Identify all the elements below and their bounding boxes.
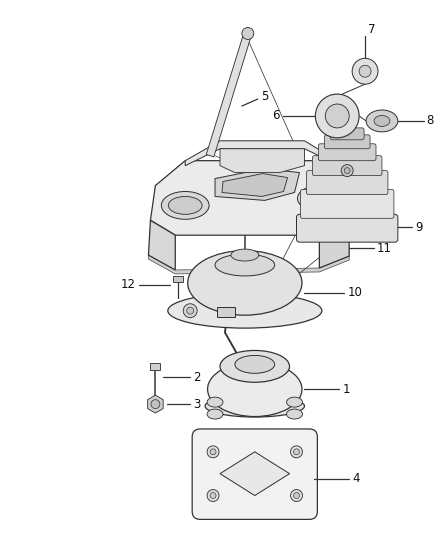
- Circle shape: [207, 490, 219, 502]
- Text: 10: 10: [347, 286, 362, 300]
- Ellipse shape: [207, 397, 223, 407]
- Ellipse shape: [286, 409, 303, 419]
- Text: 9: 9: [415, 221, 422, 234]
- Polygon shape: [215, 168, 300, 200]
- Ellipse shape: [168, 197, 202, 214]
- Ellipse shape: [235, 356, 275, 373]
- Circle shape: [344, 168, 350, 174]
- FancyBboxPatch shape: [307, 171, 388, 195]
- Ellipse shape: [220, 351, 290, 382]
- Ellipse shape: [231, 249, 259, 261]
- Text: i: i: [247, 257, 249, 267]
- Ellipse shape: [286, 397, 303, 407]
- Circle shape: [293, 449, 300, 455]
- Circle shape: [207, 446, 219, 458]
- Ellipse shape: [297, 186, 337, 211]
- FancyBboxPatch shape: [192, 429, 318, 519]
- Polygon shape: [148, 395, 163, 413]
- Text: 2: 2: [193, 371, 201, 384]
- FancyBboxPatch shape: [324, 135, 370, 149]
- Circle shape: [290, 490, 303, 502]
- Circle shape: [290, 446, 303, 458]
- Ellipse shape: [374, 116, 390, 126]
- Ellipse shape: [215, 254, 275, 276]
- Ellipse shape: [205, 395, 304, 417]
- Text: 3: 3: [193, 398, 201, 410]
- Text: 4: 4: [352, 472, 360, 485]
- Circle shape: [293, 492, 300, 498]
- Circle shape: [315, 94, 359, 138]
- Circle shape: [187, 307, 194, 314]
- Bar: [217, 307, 235, 317]
- Polygon shape: [319, 220, 349, 268]
- Polygon shape: [148, 220, 175, 270]
- FancyBboxPatch shape: [312, 156, 382, 175]
- FancyBboxPatch shape: [297, 214, 398, 242]
- FancyBboxPatch shape: [300, 190, 394, 219]
- Text: 1: 1: [342, 383, 350, 395]
- Text: 6: 6: [272, 109, 279, 123]
- Text: 8: 8: [427, 115, 434, 127]
- Circle shape: [325, 104, 349, 128]
- Circle shape: [352, 58, 378, 84]
- FancyBboxPatch shape: [330, 128, 364, 140]
- Polygon shape: [206, 33, 251, 157]
- Ellipse shape: [304, 190, 331, 207]
- Circle shape: [183, 304, 197, 318]
- Circle shape: [210, 449, 216, 455]
- Text: 7: 7: [368, 23, 375, 36]
- Circle shape: [359, 65, 371, 77]
- Circle shape: [210, 492, 216, 498]
- Polygon shape: [150, 160, 354, 235]
- Bar: [173, 276, 183, 282]
- Polygon shape: [148, 255, 349, 274]
- Polygon shape: [220, 452, 290, 496]
- Ellipse shape: [208, 362, 302, 417]
- Text: 5: 5: [261, 90, 268, 102]
- Polygon shape: [222, 174, 288, 197]
- Ellipse shape: [161, 191, 209, 219]
- Circle shape: [151, 400, 160, 409]
- Bar: [150, 364, 160, 370]
- Polygon shape: [185, 141, 329, 166]
- Circle shape: [341, 165, 353, 176]
- Ellipse shape: [188, 251, 302, 315]
- Ellipse shape: [207, 409, 223, 419]
- FancyBboxPatch shape: [318, 144, 376, 160]
- Circle shape: [242, 28, 254, 39]
- Text: 11: 11: [377, 241, 392, 255]
- Ellipse shape: [168, 293, 322, 328]
- Ellipse shape: [366, 110, 398, 132]
- Polygon shape: [220, 149, 304, 173]
- Text: 12: 12: [120, 278, 135, 292]
